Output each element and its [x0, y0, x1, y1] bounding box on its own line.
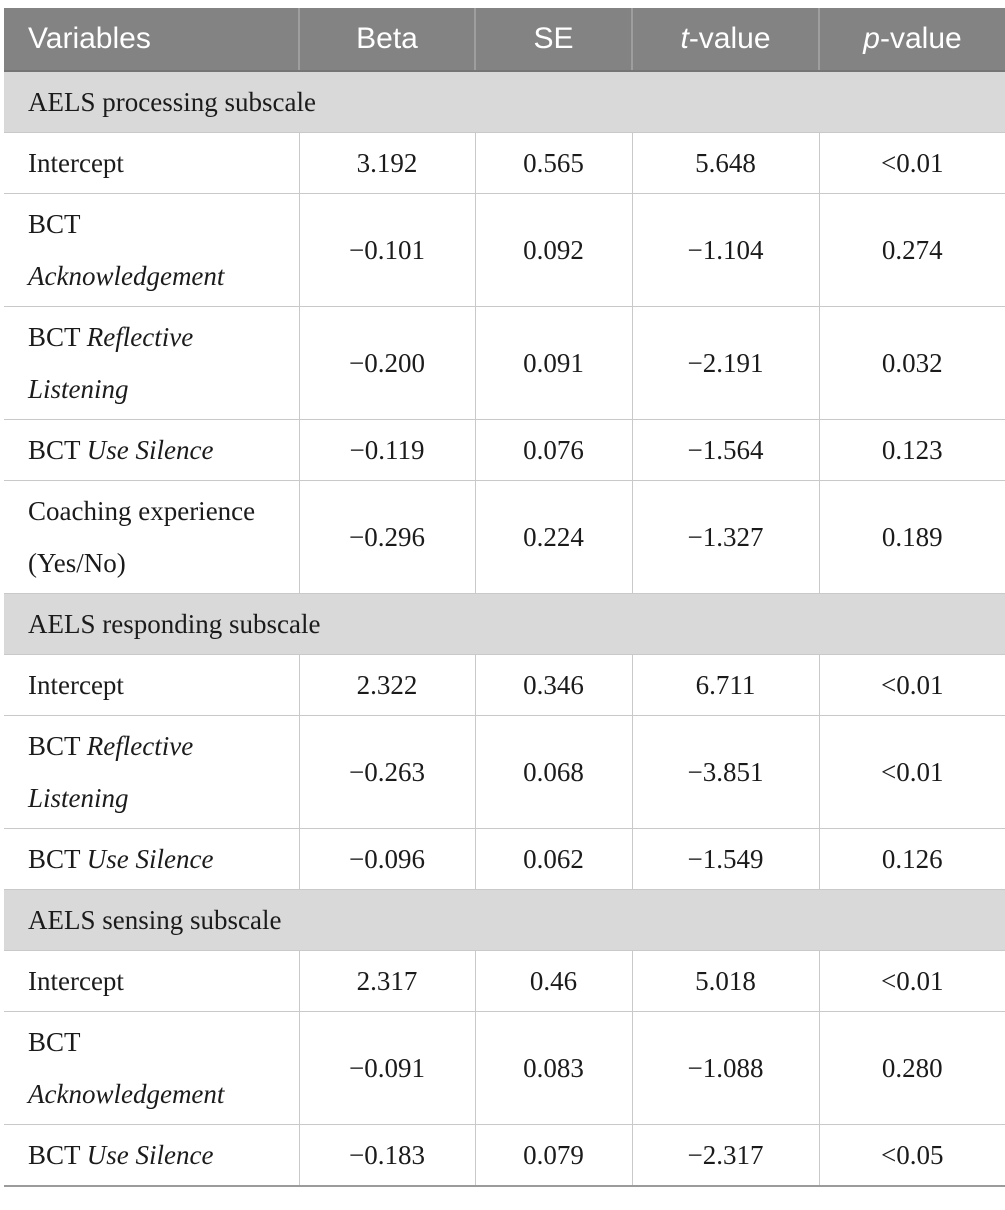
- beta-cell: 2.317: [298, 950, 476, 1012]
- se-cell: 0.079: [474, 1124, 633, 1187]
- se-cell: 0.46: [474, 950, 633, 1012]
- beta-cell: 2.322: [298, 654, 476, 716]
- section-processing: AELS processing subscale Intercept 3.192…: [4, 70, 1005, 594]
- p-value-cell: <0.05: [818, 1124, 1005, 1187]
- table-row: Coaching experience (Yes/No) −0.296 0.22…: [4, 480, 1005, 594]
- table-row: BCT Reflective Listening −0.200 0.091 −2…: [4, 306, 1005, 420]
- se-cell: 0.083: [474, 1011, 633, 1125]
- se-cell: 0.224: [474, 480, 633, 594]
- header-se: SE: [474, 8, 632, 72]
- t-value-cell: 5.648: [631, 132, 820, 194]
- variable-cell: Intercept: [4, 654, 300, 716]
- header-row: Variables Beta SE t-value p-value: [4, 8, 1005, 72]
- section-header-row: AELS sensing subscale: [4, 889, 1005, 951]
- t-value-cell: −2.191: [631, 306, 820, 420]
- table-row: BCT Use Silence −0.096 0.062 −1.549 0.12…: [4, 828, 1005, 890]
- section-title: AELS processing subscale: [4, 70, 1005, 133]
- p-value-cell: 0.032: [818, 306, 1005, 420]
- variable-cell: BCT Use Silence: [4, 419, 300, 481]
- beta-cell: 3.192: [298, 132, 476, 194]
- table-row: BCT Reflective Listening −0.263 0.068 −3…: [4, 715, 1005, 829]
- t-value-cell: −1.564: [631, 419, 820, 481]
- regression-results-table-wrap: Variables Beta SE t-value p-value AELS p…: [4, 8, 1005, 1187]
- section-title: AELS sensing subscale: [4, 889, 1005, 951]
- header-variables: Variables: [4, 8, 299, 72]
- p-value-cell: 0.123: [818, 419, 1005, 481]
- t-value-cell: −1.549: [631, 828, 820, 890]
- header-beta: Beta: [298, 8, 475, 72]
- beta-cell: −0.296: [298, 480, 476, 594]
- p-value-cell: <0.01: [818, 654, 1005, 716]
- t-value-cell: −3.851: [631, 715, 820, 829]
- t-value-cell: −1.104: [631, 193, 820, 307]
- table-header: Variables Beta SE t-value p-value: [4, 8, 1005, 72]
- se-cell: 0.062: [474, 828, 633, 890]
- variable-cell: BCT Acknowledgement: [4, 1011, 300, 1125]
- variable-cell: Intercept: [4, 132, 300, 194]
- se-cell: 0.092: [474, 193, 633, 307]
- p-value-cell: 0.126: [818, 828, 1005, 890]
- variable-cell: BCT Use Silence: [4, 828, 300, 890]
- beta-cell: −0.091: [298, 1011, 476, 1125]
- se-cell: 0.565: [474, 132, 633, 194]
- header-t-value: t-value: [631, 8, 819, 72]
- p-value-cell: <0.01: [818, 715, 1005, 829]
- beta-cell: −0.119: [298, 419, 476, 481]
- se-cell: 0.068: [474, 715, 633, 829]
- section-header-row: AELS responding subscale: [4, 593, 1005, 655]
- variable-cell: Intercept: [4, 950, 300, 1012]
- se-cell: 0.091: [474, 306, 633, 420]
- table-row: Intercept 3.192 0.565 5.648 <0.01: [4, 132, 1005, 194]
- se-cell: 0.346: [474, 654, 633, 716]
- p-value-cell: <0.01: [818, 950, 1005, 1012]
- variable-cell: BCT Reflective Listening: [4, 306, 300, 420]
- table-row: BCT Use Silence −0.183 0.079 −2.317 <0.0…: [4, 1124, 1005, 1187]
- variable-cell: BCT Use Silence: [4, 1124, 300, 1187]
- table-row: Intercept 2.317 0.46 5.018 <0.01: [4, 950, 1005, 1012]
- t-value-cell: −1.327: [631, 480, 820, 594]
- variable-cell: BCT Reflective Listening: [4, 715, 300, 829]
- beta-cell: −0.263: [298, 715, 476, 829]
- t-value-cell: 5.018: [631, 950, 820, 1012]
- t-value-cell: −1.088: [631, 1011, 820, 1125]
- beta-cell: −0.101: [298, 193, 476, 307]
- beta-cell: −0.200: [298, 306, 476, 420]
- t-value-cell: 6.711: [631, 654, 820, 716]
- p-value-cell: 0.189: [818, 480, 1005, 594]
- section-responding: AELS responding subscale Intercept 2.322…: [4, 593, 1005, 890]
- section-sensing: AELS sensing subscale Intercept 2.317 0.…: [4, 889, 1005, 1187]
- header-p-value: p-value: [818, 8, 1005, 72]
- variable-cell: BCT Acknowledgement: [4, 193, 300, 307]
- table-row: Intercept 2.322 0.346 6.711 <0.01: [4, 654, 1005, 716]
- table-row: BCT Use Silence −0.119 0.076 −1.564 0.12…: [4, 419, 1005, 481]
- p-value-cell: <0.01: [818, 132, 1005, 194]
- beta-cell: −0.096: [298, 828, 476, 890]
- beta-cell: −0.183: [298, 1124, 476, 1187]
- section-header-row: AELS processing subscale: [4, 70, 1005, 133]
- variable-cell: Coaching experience (Yes/No): [4, 480, 300, 594]
- table-row: BCT Acknowledgement −0.091 0.083 −1.088 …: [4, 1011, 1005, 1125]
- p-value-cell: 0.280: [818, 1011, 1005, 1125]
- section-title: AELS responding subscale: [4, 593, 1005, 655]
- t-value-cell: −2.317: [631, 1124, 820, 1187]
- p-value-cell: 0.274: [818, 193, 1005, 307]
- regression-results-table: Variables Beta SE t-value p-value AELS p…: [4, 8, 1005, 1187]
- table-row: BCT Acknowledgement −0.101 0.092 −1.104 …: [4, 193, 1005, 307]
- se-cell: 0.076: [474, 419, 633, 481]
